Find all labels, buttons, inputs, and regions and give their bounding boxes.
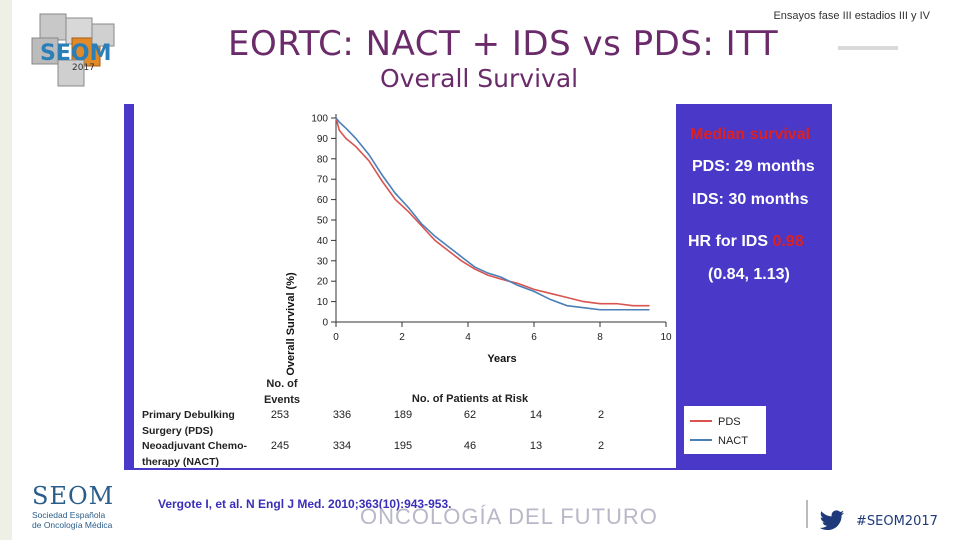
risk-row-value: 14 [530,409,542,421]
median-heading: Median survival [690,126,811,143]
y-tick-label: 10 [317,297,329,308]
logo-text: SEOM [40,41,111,66]
x-tick-label: 0 [333,332,339,343]
y-tick-label: 20 [317,277,329,288]
logo-year: 2017 [72,63,95,73]
hazard-ratio: HR for IDS 0.98 [688,233,804,251]
y-tick-label: 60 [317,195,329,206]
x-tick-label: 10 [660,332,672,343]
risk-row-value: 62 [464,409,476,421]
median-pds: PDS: 29 months [692,158,815,175]
risk-row-label-2: therapy (NACT) [142,456,219,468]
x-tick-label: 4 [465,332,471,343]
risk-patients-header: No. of Patients at Risk [412,393,529,405]
slide-subtitle: Overall Survival [380,64,579,93]
y-tick-label: 50 [317,216,329,227]
x-tick-label: 2 [399,332,405,343]
x-tick-label: 8 [597,332,603,343]
legend-pds-label: PDS [718,416,741,428]
risk-row-label: Neoadjuvant Chemo- [142,440,248,452]
risk-row-value: 46 [464,440,476,452]
hr-label: HR for IDS [688,233,768,250]
legend: PDS NACT [684,406,766,454]
hr-value: 0.98 [772,233,804,250]
risk-row-events: 245 [271,440,289,452]
y-tick-label: 70 [317,175,329,186]
seom-2017-logo: SEOM 2017 [31,13,115,87]
seom-org-sub1: Sociedad Española [32,510,106,520]
hashtag: #SEOM2017 [856,514,938,529]
risk-row-label: Primary Debulking [142,409,235,421]
footer-tagline: ONCOLOGÍA DEL FUTURO [360,504,658,529]
y-axis-label: Overall Survival (%) [285,272,297,376]
risk-row-value: 2 [598,409,604,421]
x-axis-label: Years [487,353,516,365]
chart-area [134,104,676,468]
x-tick-label: 6 [531,332,537,343]
risk-row-value: 334 [333,440,351,452]
hr-confidence-interval: (0.84, 1.13) [708,266,790,283]
seom-org-name: SEOM [32,482,114,510]
header-divider [838,46,898,50]
seom-footer-logo: SEOM Sociedad Española de Oncología Médi… [32,482,114,530]
risk-row-value: 13 [530,440,542,452]
header-note: Ensayos fase III estadios III y IV [773,10,930,22]
y-tick-label: 0 [322,318,328,329]
risk-events-header-2: Events [264,394,300,406]
reference-citation: Vergote I, et al. N Engl J Med. 2010;363… [158,497,452,511]
risk-row-value: 189 [394,409,412,421]
legend-nact-label: NACT [718,435,748,447]
km-curve-nact [335,117,650,311]
left-strip [0,0,12,540]
risk-row-events: 253 [271,409,289,421]
risk-row-value: 336 [333,409,351,421]
km-curve-pds [335,117,650,307]
y-tick-label: 30 [317,256,329,267]
median-ids: IDS: 30 months [692,191,809,208]
twitter-icon [819,510,845,531]
y-tick-label: 100 [311,114,328,125]
legend-svg: PDS NACT [690,416,748,447]
footer-divider [806,500,808,528]
y-tick-label: 40 [317,236,329,247]
risk-row-value: 195 [394,440,412,452]
risk-row-value: 2 [598,440,604,452]
slide-title: EORTC: NACT + IDS vs PDS: ITT [228,24,779,64]
y-tick-label: 90 [317,134,329,145]
risk-row-label-2: Surgery (PDS) [142,425,213,437]
seom-org-sub2: de Oncología Médica [32,520,113,530]
y-tick-label: 80 [317,154,329,165]
risk-events-header-1: No. of [266,378,297,390]
